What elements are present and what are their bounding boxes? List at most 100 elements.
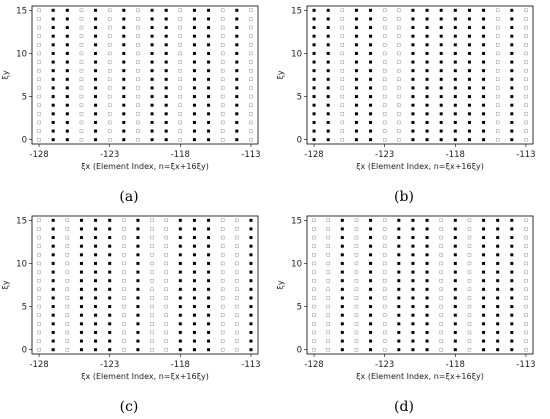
data-point-filled: [235, 69, 239, 73]
data-point-empty: [164, 330, 168, 335]
data-point-empty: [235, 227, 239, 231]
data-point-empty: [178, 68, 183, 73]
data-point-filled: [192, 77, 196, 81]
data-point-empty: [439, 304, 443, 309]
data-point-filled: [150, 34, 154, 38]
x-tick-label: -128: [29, 360, 48, 370]
data-point-empty: [326, 278, 330, 283]
data-point-filled: [397, 305, 401, 309]
data-point-filled: [411, 261, 415, 265]
data-point-filled: [122, 86, 126, 90]
data-point-empty: [524, 270, 528, 274]
data-point-empty: [326, 339, 330, 343]
data-point-empty: [220, 278, 225, 283]
data-point-empty: [326, 330, 330, 335]
data-point-filled: [411, 17, 415, 21]
data-point-filled: [192, 305, 196, 309]
data-point-filled: [369, 17, 373, 21]
data-point-filled: [79, 287, 83, 291]
data-point-filled: [94, 51, 98, 55]
data-point-filled: [326, 60, 330, 64]
data-point-filled: [192, 296, 196, 300]
data-point-empty: [524, 347, 528, 352]
data-point-filled: [94, 138, 98, 142]
data-point-filled: [94, 305, 98, 309]
data-point-empty: [178, 60, 183, 64]
data-point-filled: [326, 43, 330, 47]
data-point-filled: [178, 236, 182, 240]
data-point-filled: [397, 313, 401, 317]
data-point-filled: [467, 69, 471, 73]
data-point-filled: [369, 77, 373, 81]
data-point-filled: [453, 17, 457, 21]
data-point-empty: [524, 34, 528, 38]
data-point-empty: [382, 304, 387, 309]
data-point-filled: [207, 305, 211, 309]
data-point-empty: [220, 60, 225, 64]
data-point-filled: [425, 60, 429, 64]
data-point-filled: [122, 77, 126, 81]
data-point-filled: [235, 86, 239, 90]
data-point-filled: [496, 279, 500, 283]
data-point-filled: [207, 261, 211, 265]
data-point-filled: [136, 287, 140, 291]
data-point-filled: [207, 26, 211, 30]
data-point-empty: [220, 137, 225, 142]
data-point-filled: [192, 261, 196, 265]
data-point-empty: [524, 235, 528, 240]
data-point-empty: [397, 77, 401, 82]
data-point-filled: [482, 218, 486, 222]
data-point-filled: [510, 296, 514, 300]
y-tick-label: 5: [22, 93, 27, 103]
data-point-empty: [382, 77, 387, 82]
y-tick-label: 15: [291, 216, 302, 226]
data-point-empty: [37, 94, 41, 99]
data-point-filled: [354, 43, 358, 47]
data-point-filled: [510, 8, 514, 12]
data-point-filled: [354, 17, 358, 21]
data-point-empty: [382, 68, 387, 73]
data-point-filled: [249, 330, 253, 334]
data-point-empty: [495, 120, 500, 125]
data-point-filled: [249, 227, 253, 231]
data-point-filled: [453, 34, 457, 38]
data-point-empty: [354, 339, 359, 343]
data-point-empty: [354, 278, 359, 283]
data-point-filled: [207, 253, 211, 257]
data-point-filled: [207, 138, 211, 142]
data-point-filled: [411, 296, 415, 300]
data-point-filled: [164, 34, 168, 38]
data-point-empty: [79, 34, 84, 38]
data-point-filled: [178, 313, 182, 317]
data-point-filled: [411, 270, 415, 274]
data-point-empty: [340, 34, 345, 38]
data-point-empty: [382, 86, 387, 90]
data-point-filled: [439, 120, 443, 124]
data-point-filled: [164, 103, 168, 107]
data-point-empty: [178, 43, 183, 47]
data-point-filled: [79, 322, 83, 326]
data-point-filled: [51, 296, 55, 300]
data-point-empty: [150, 339, 154, 343]
data-point-filled: [178, 296, 182, 300]
data-point-filled: [482, 296, 486, 300]
data-point-empty: [340, 103, 345, 107]
data-point-filled: [192, 43, 196, 47]
data-point-filled: [369, 26, 373, 30]
data-point-filled: [207, 287, 211, 291]
data-point-filled: [108, 287, 112, 291]
data-point-empty: [150, 278, 154, 283]
data-point-empty: [312, 287, 316, 292]
data-point-empty: [178, 112, 183, 116]
data-point-empty: [136, 120, 140, 125]
data-point-filled: [467, 103, 471, 107]
data-point-empty: [220, 313, 225, 317]
data-point-empty: [164, 270, 168, 274]
data-point-filled: [207, 103, 211, 107]
data-point-filled: [510, 86, 514, 90]
data-point-empty: [354, 347, 359, 352]
data-point-filled: [510, 236, 514, 240]
data-point-empty: [220, 235, 225, 240]
data-point-filled: [354, 103, 358, 107]
data-point-empty: [382, 330, 387, 335]
